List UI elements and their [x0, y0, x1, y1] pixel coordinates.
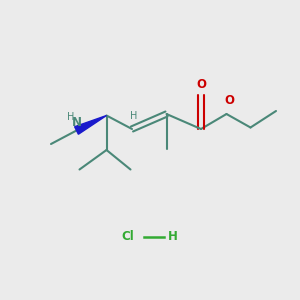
Text: O: O: [224, 94, 234, 107]
Text: H: H: [68, 112, 75, 122]
Text: H: H: [130, 111, 137, 121]
Text: Cl: Cl: [121, 230, 134, 244]
Polygon shape: [75, 116, 106, 134]
Text: H: H: [168, 230, 177, 244]
Text: N: N: [71, 116, 82, 129]
Text: O: O: [196, 78, 206, 91]
